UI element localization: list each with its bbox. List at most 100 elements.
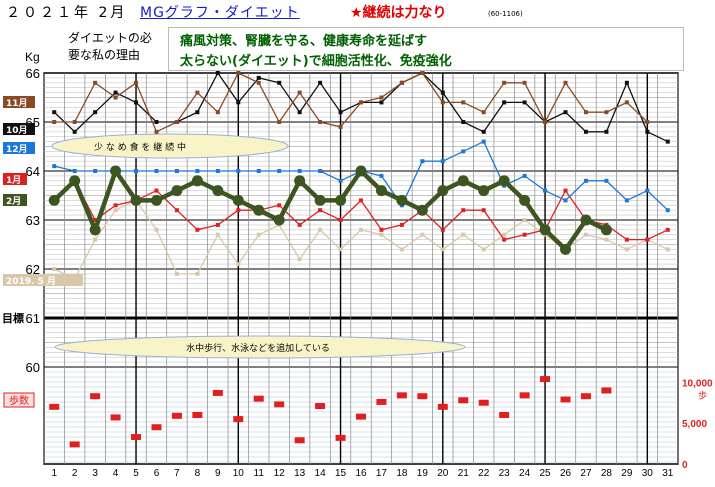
steps-mark xyxy=(213,390,223,396)
series-point xyxy=(93,81,97,85)
series-point xyxy=(154,189,158,193)
series-point xyxy=(376,185,387,196)
series-point xyxy=(420,159,424,163)
steps-mark xyxy=(561,396,571,402)
series-point xyxy=(543,189,547,193)
series-point xyxy=(523,81,527,85)
series-point xyxy=(499,175,510,186)
series-point xyxy=(318,120,322,124)
series-point xyxy=(339,110,343,114)
x-tick-label: 5 xyxy=(133,468,139,479)
series-point xyxy=(52,120,56,124)
series-point xyxy=(400,223,404,227)
series-point xyxy=(195,272,199,276)
series-point xyxy=(625,238,629,242)
series-point xyxy=(580,215,591,226)
steps-mark xyxy=(295,437,305,443)
x-tick-label: 29 xyxy=(621,468,633,479)
series-point xyxy=(318,208,322,212)
steps-mark xyxy=(438,404,448,410)
steps-mark xyxy=(131,434,141,440)
x-tick-label: 2 xyxy=(72,468,78,479)
series-point xyxy=(318,228,322,232)
series-point xyxy=(604,130,608,134)
series-point xyxy=(216,71,220,75)
series-point xyxy=(114,208,118,212)
series-point xyxy=(49,195,60,206)
series-point xyxy=(482,140,486,144)
series-point xyxy=(73,169,77,173)
steps-mark xyxy=(479,400,489,406)
series-point xyxy=(461,120,465,124)
series-point xyxy=(134,81,138,85)
steps-tick-label: 5,000 xyxy=(682,419,707,430)
y-tick-label: 64 xyxy=(26,164,40,179)
series-point xyxy=(502,233,506,237)
x-tick-label: 14 xyxy=(315,468,327,479)
series-point xyxy=(523,233,527,237)
series-point xyxy=(110,166,121,177)
series-point xyxy=(441,159,445,163)
steps-mark xyxy=(151,424,161,430)
steps-tick-label: 10,000 xyxy=(682,378,713,389)
series-point xyxy=(233,195,244,206)
series-point xyxy=(502,238,506,242)
steps-mark xyxy=(233,416,243,422)
series-point xyxy=(396,195,407,206)
series-point xyxy=(154,130,158,134)
steps-mark xyxy=(315,403,325,409)
steps-mark xyxy=(70,441,80,447)
series-point xyxy=(379,228,383,232)
x-tick-label: 22 xyxy=(478,468,490,479)
series-point xyxy=(666,228,670,232)
series-point xyxy=(175,272,179,276)
steps-tick-label: 0 xyxy=(682,460,688,471)
series-point xyxy=(379,174,383,178)
series-point xyxy=(400,81,404,85)
series-point xyxy=(458,175,469,186)
x-tick-label: 26 xyxy=(560,468,572,479)
series-point xyxy=(339,125,343,129)
series-point xyxy=(523,218,527,222)
series-point xyxy=(90,224,101,235)
series-point xyxy=(236,71,240,75)
y-tick-label: 60 xyxy=(26,360,40,375)
series-point xyxy=(359,228,363,232)
series-point xyxy=(216,169,220,173)
series-point xyxy=(236,100,240,104)
series-point xyxy=(359,198,363,202)
series-point xyxy=(584,233,588,237)
steps-mark xyxy=(540,376,550,382)
series-point xyxy=(441,247,445,251)
steps-mark xyxy=(336,435,346,441)
steps-mark xyxy=(417,393,427,399)
series-point xyxy=(482,130,486,134)
series-point xyxy=(236,169,240,173)
series-point xyxy=(195,110,199,114)
series-point xyxy=(93,110,97,114)
series-point xyxy=(277,120,281,124)
steps-mark xyxy=(49,404,59,410)
series-point xyxy=(543,120,547,124)
series-point xyxy=(441,228,445,232)
series-point xyxy=(666,208,670,212)
series-point xyxy=(253,205,264,216)
series-point xyxy=(154,169,158,173)
series-point xyxy=(73,120,77,124)
series-point xyxy=(195,91,199,95)
series-point xyxy=(151,195,162,206)
target-label: 目標 xyxy=(2,311,24,325)
y-tick-label: 66 xyxy=(26,66,40,81)
series-point xyxy=(461,208,465,212)
series-point xyxy=(645,130,649,134)
steps-mark xyxy=(90,393,100,399)
series-point xyxy=(236,262,240,266)
series-point xyxy=(441,91,445,95)
series-point xyxy=(564,198,568,202)
series-point xyxy=(645,238,649,242)
series-point xyxy=(277,81,281,85)
x-tick-label: 17 xyxy=(376,468,388,479)
x-tick-label: 13 xyxy=(294,468,306,479)
steps-mark xyxy=(172,413,182,419)
